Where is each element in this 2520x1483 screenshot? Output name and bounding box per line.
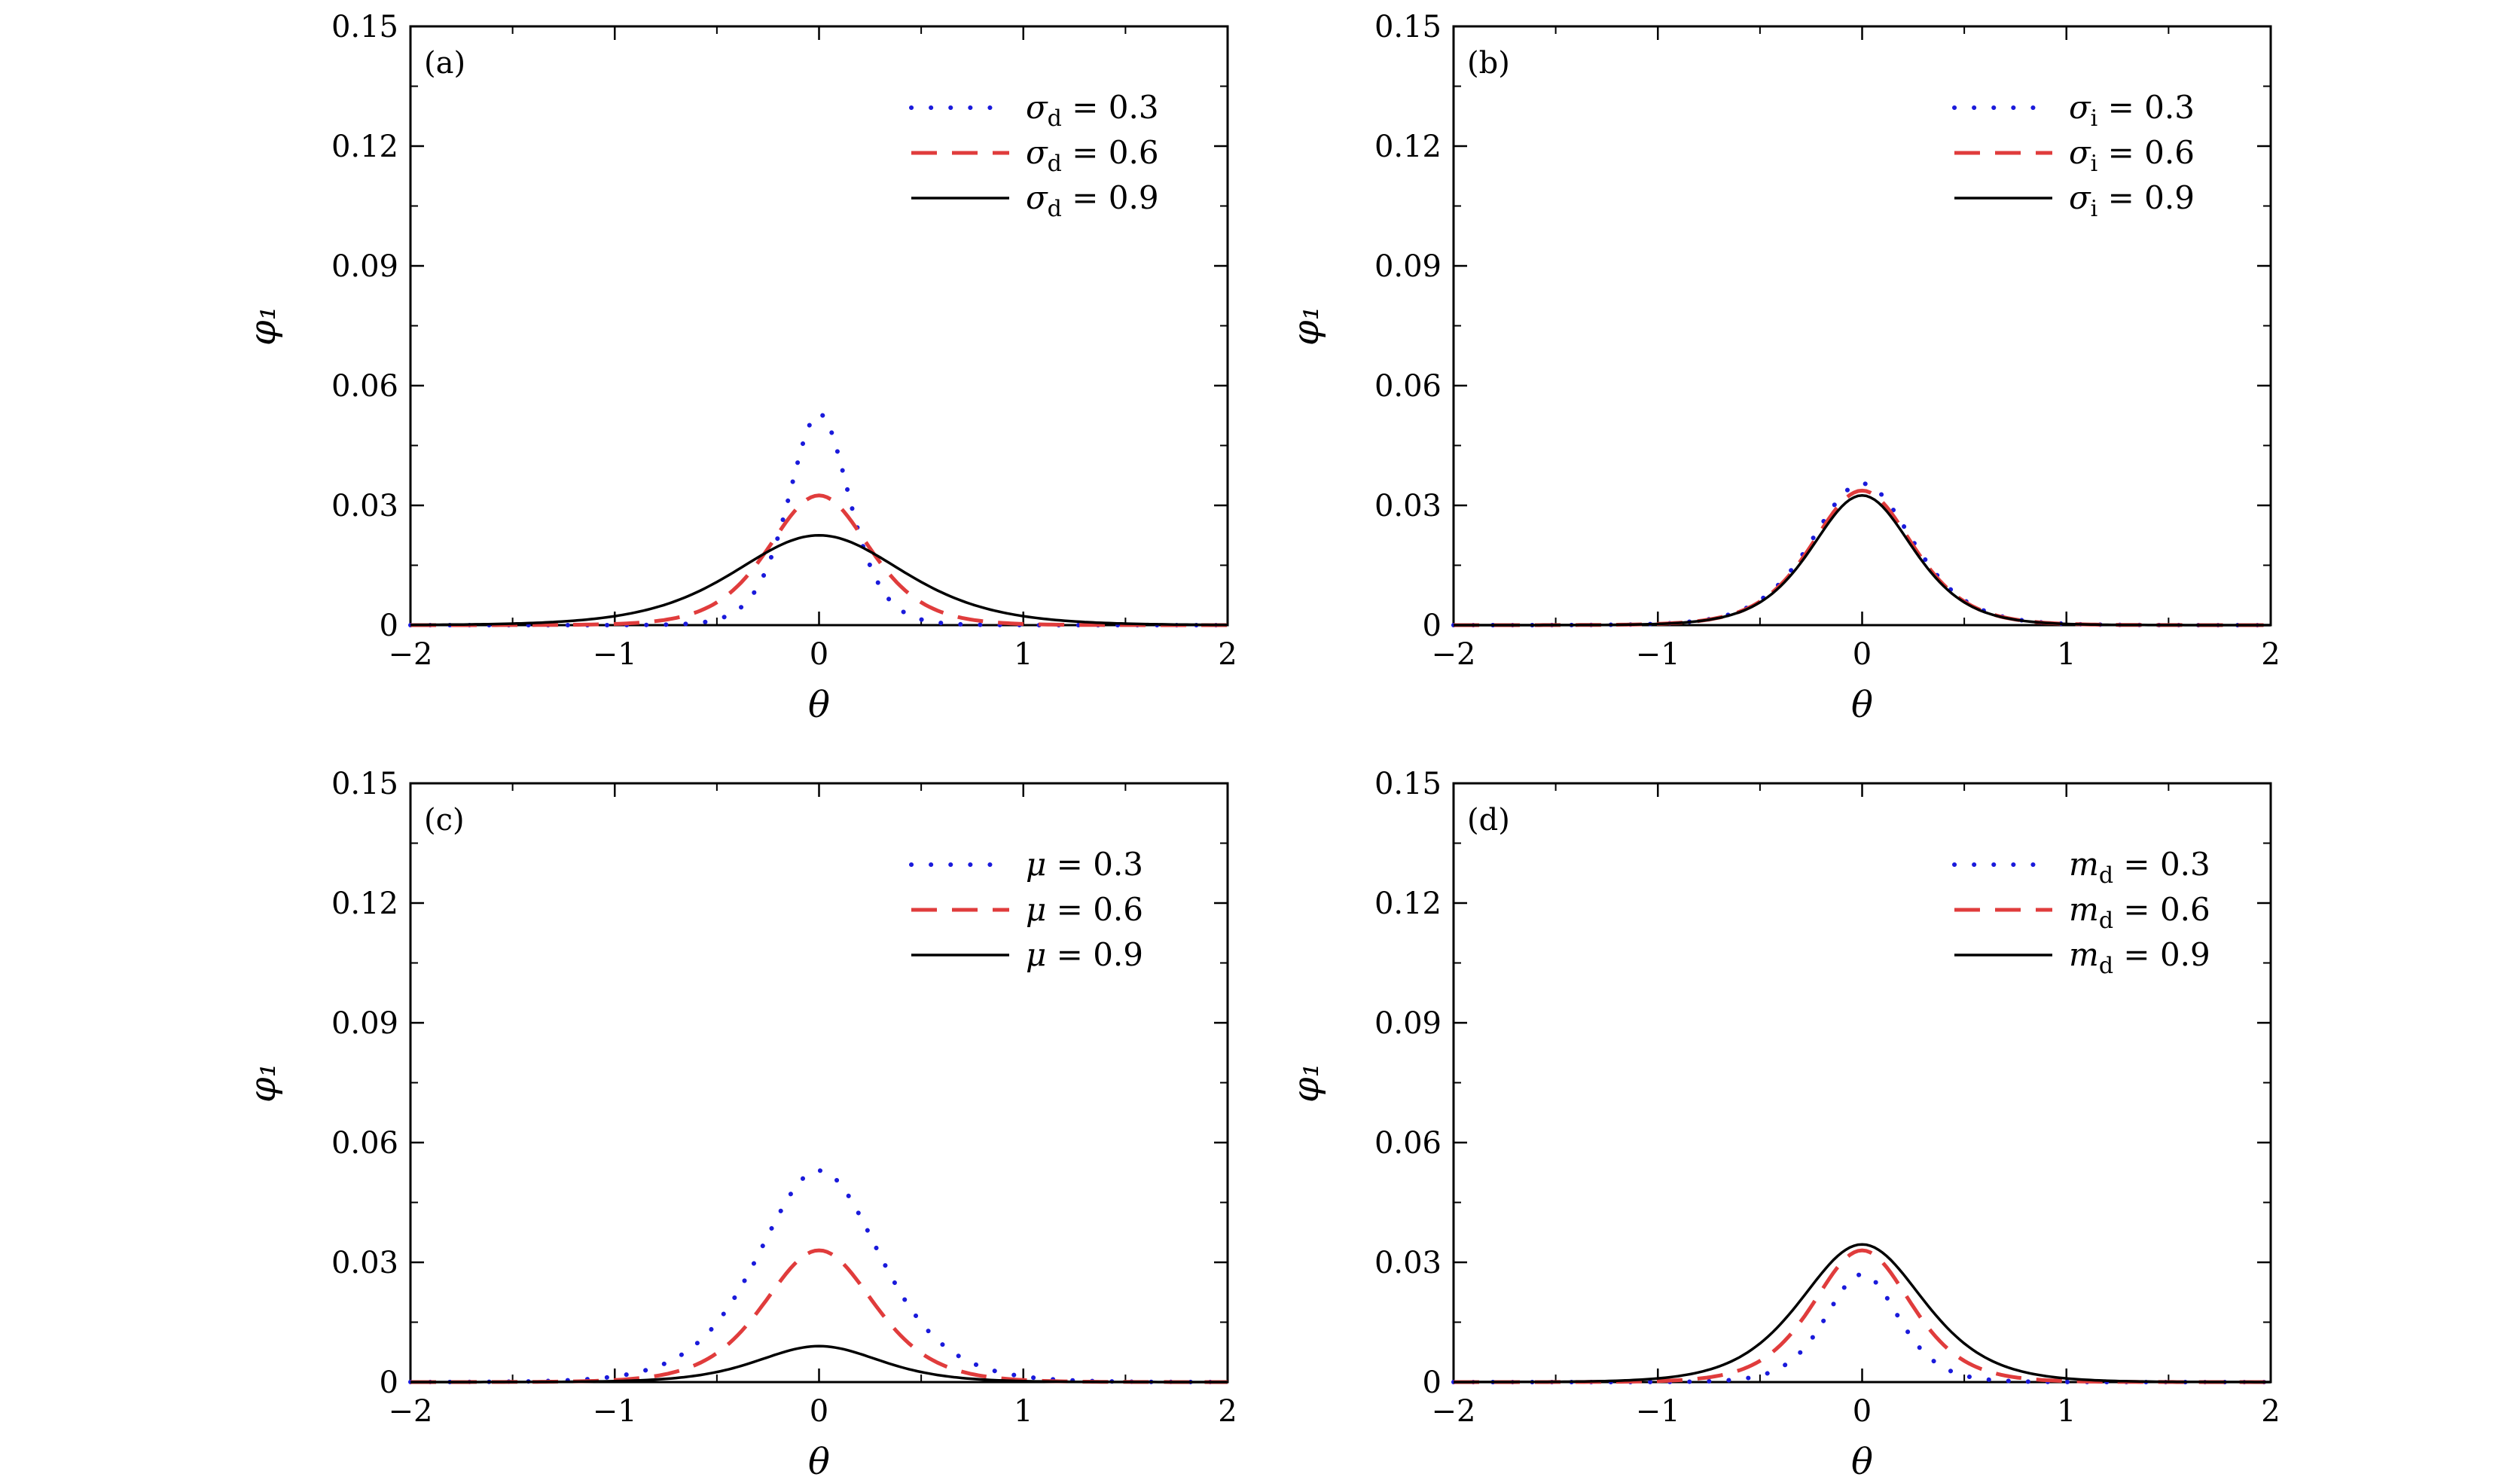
legend-label-1: σi = 0.3	[2069, 89, 2195, 132]
y-tick-label: 0.06	[1374, 369, 1442, 404]
series-line-1	[1451, 1271, 2273, 1384]
y-tick-label: 0.15	[1374, 10, 1442, 44]
panel-label: (a)	[424, 46, 465, 81]
x-tick-label: 0	[810, 637, 828, 672]
x-tick-label: 0	[810, 1394, 828, 1429]
series-line-3	[410, 1344, 1228, 1384]
x-tick-label: −1	[593, 637, 637, 672]
x-tick-label: 2	[1218, 1394, 1237, 1429]
legend-label-2: σd = 0.6	[1026, 134, 1159, 177]
y-tick-label: 0	[380, 609, 398, 643]
series-line-2	[1454, 1248, 2271, 1384]
y-tick-label: 0.09	[331, 249, 398, 284]
legend-label-3: md = 0.9	[2069, 936, 2210, 979]
x-tick-label: 0	[1853, 1394, 1872, 1429]
series-line-2	[410, 1248, 1228, 1384]
y-tick-label: 0.06	[331, 369, 398, 404]
panel-d: −2 −1 0 1 2 0 0.03 0.06 0.09 0.12 0.15 θ φ₁ (d) md = 0…	[1285, 767, 2281, 1483]
x-tick-label: −1	[1636, 1394, 1680, 1429]
x-tick-label: 1	[2057, 637, 2076, 672]
x-tick-label: 0	[1853, 637, 1872, 672]
y-tick-label: 0.06	[1374, 1126, 1442, 1161]
x-tick-label: −2	[389, 1394, 433, 1429]
x-tick-label: 1	[1014, 637, 1033, 672]
legend-label-2: μ = 0.6	[1026, 891, 1143, 928]
y-tick-label: 0.09	[1374, 1006, 1442, 1041]
x-axis-label: θ	[808, 684, 830, 726]
y-tick-label: 0.12	[331, 886, 398, 921]
legend-label-1: μ = 0.3	[1026, 846, 1143, 883]
x-axis-label: θ	[808, 1441, 830, 1483]
x-tick-label: −2	[1432, 637, 1476, 672]
y-tick-label: 0.09	[1374, 249, 1442, 284]
y-tick-label: 0	[380, 1366, 398, 1400]
x-tick-label: 2	[2261, 1394, 2280, 1429]
y-tick-label: 0.12	[1374, 130, 1442, 164]
panel-a: −2 −1 0 1 2 0 0.03 0.06 0.09 0.12 0.15 θ φ₁ (a) σd = 0…	[242, 10, 1237, 726]
legend-label-3: σi = 0.9	[2069, 179, 2195, 222]
legend-label-2: σi = 0.6	[2069, 134, 2195, 177]
panel-label: (b)	[1467, 46, 1510, 81]
x-tick-label: −1	[593, 1394, 637, 1429]
legend-label-3: σd = 0.9	[1026, 179, 1159, 222]
legend-label-1: σd = 0.3	[1026, 89, 1159, 132]
y-tick-label: 0.03	[1374, 1246, 1442, 1280]
legend-label-1: md = 0.3	[2069, 846, 2210, 889]
x-tick-label: 1	[1014, 1394, 1033, 1429]
y-axis-label: φ₁	[1285, 306, 1327, 346]
series-line-2	[1454, 488, 2271, 627]
x-axis-label: θ	[1851, 684, 1873, 726]
x-tick-label: −2	[389, 637, 433, 672]
y-tick-label: 0.15	[331, 767, 398, 801]
y-tick-label: 0	[1423, 609, 1442, 643]
y-tick-label: 0	[1423, 1366, 1442, 1400]
y-tick-label: 0.03	[1374, 489, 1442, 523]
y-tick-label: 0.15	[331, 10, 398, 44]
legend-label-2: md = 0.6	[2069, 891, 2210, 934]
y-tick-label: 0.06	[331, 1126, 398, 1161]
y-axis-label: φ₁	[242, 1063, 284, 1103]
series-line-3	[1454, 494, 2271, 627]
y-axis-label: φ₁	[1285, 1063, 1327, 1103]
x-tick-label: −1	[1636, 637, 1680, 672]
series-line-3	[1454, 1243, 2271, 1384]
panel-label: (d)	[1467, 803, 1510, 838]
series-line-1	[1451, 481, 2273, 627]
legend-label-3: μ = 0.9	[1026, 936, 1143, 973]
x-tick-label: −2	[1432, 1394, 1476, 1429]
panel-c: −2 −1 0 1 2 0 0.03 0.06 0.09 0.12 0.15 θ φ₁ (c) μ = 0.…	[242, 767, 1237, 1483]
x-tick-label: 2	[2261, 637, 2280, 672]
x-tick-label: 2	[1218, 637, 1237, 672]
y-tick-label: 0.12	[331, 130, 398, 164]
series-line-1	[408, 1168, 1230, 1384]
y-tick-label: 0.15	[1374, 767, 1442, 801]
y-tick-label: 0.03	[331, 489, 398, 523]
y-tick-label: 0.03	[331, 1246, 398, 1280]
series-line-1	[408, 410, 1230, 627]
panel-b: −2 −1 0 1 2 0 0.03 0.06 0.09 0.12 0.15 θ φ₁ (b) σi = 0…	[1285, 10, 2281, 726]
y-axis-label: φ₁	[242, 306, 284, 346]
series-line-2	[410, 493, 1228, 627]
y-tick-label: 0.09	[331, 1006, 398, 1041]
series-line-3	[410, 534, 1228, 627]
x-tick-label: 1	[2057, 1394, 2076, 1429]
y-tick-label: 0.12	[1374, 886, 1442, 921]
panel-label: (c)	[424, 803, 465, 838]
x-axis-label: θ	[1851, 1441, 1873, 1483]
